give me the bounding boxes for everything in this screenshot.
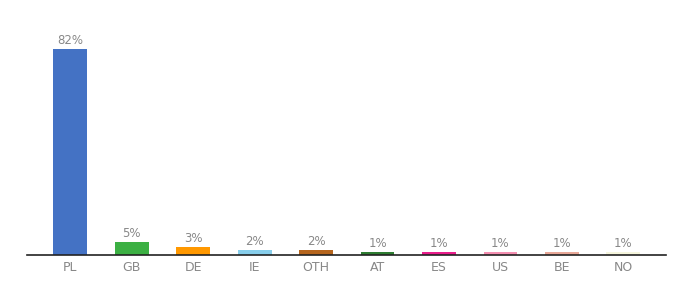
Text: 82%: 82% <box>57 34 83 47</box>
Bar <box>607 253 641 255</box>
Bar <box>483 253 517 255</box>
Bar <box>299 250 333 255</box>
Text: 5%: 5% <box>122 227 141 240</box>
Bar <box>360 253 394 255</box>
Text: 1%: 1% <box>553 238 571 250</box>
Bar <box>422 253 456 255</box>
Text: 1%: 1% <box>614 238 632 250</box>
Text: 3%: 3% <box>184 232 203 245</box>
Bar <box>53 49 87 255</box>
Text: 2%: 2% <box>307 235 326 248</box>
Bar <box>238 250 271 255</box>
Text: 1%: 1% <box>430 238 448 250</box>
Bar <box>545 253 579 255</box>
Bar <box>176 248 210 255</box>
Text: 1%: 1% <box>491 238 510 250</box>
Text: 2%: 2% <box>245 235 264 248</box>
Bar <box>115 242 149 255</box>
Text: 1%: 1% <box>368 238 387 250</box>
